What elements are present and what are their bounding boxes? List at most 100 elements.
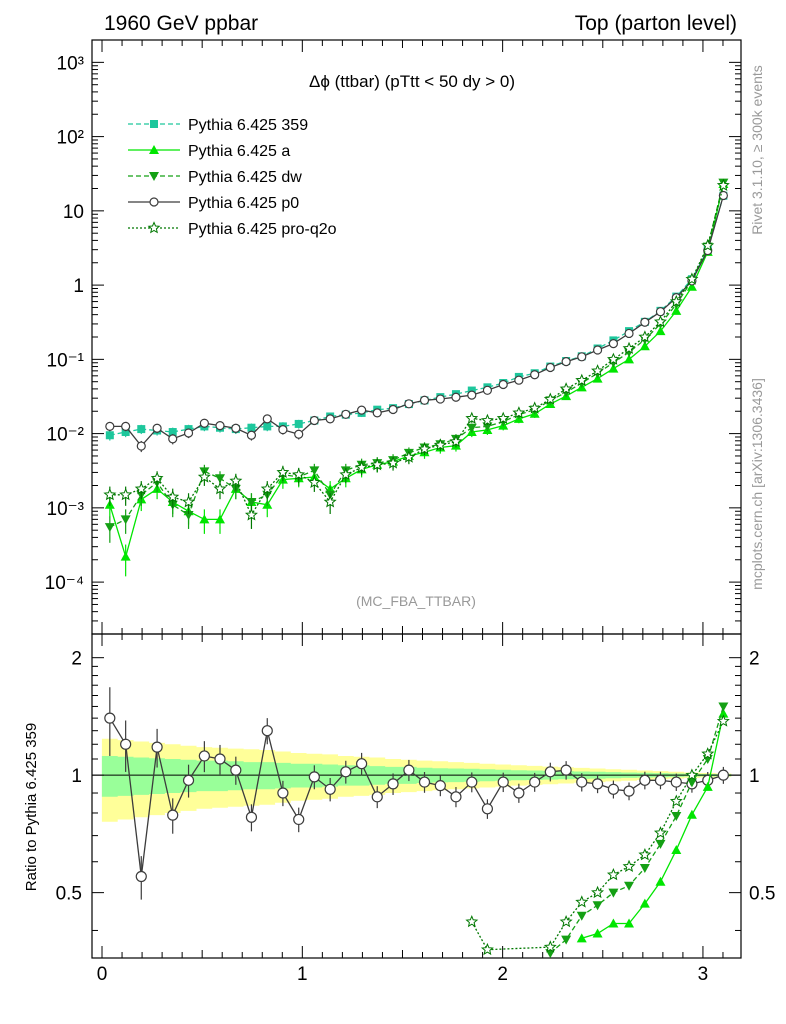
data-point: [309, 415, 319, 426]
data-point: [638, 330, 652, 343]
x-tick-label: 0: [97, 964, 108, 985]
ratio-ylabel: Ratio to Pythia 6.425 359: [23, 723, 40, 891]
data-point: [246, 497, 257, 507]
data-point: [716, 178, 730, 191]
rivet-label: Rivet 3.1.10, ≥ 300k events: [749, 65, 765, 235]
ratio-point: [529, 776, 541, 788]
axes: 10⁻⁴ 10⁻³ 10⁻² 10⁻¹ 1 10 10² 10³ 0 1 2 3 0.5 0.5 1 1 2 2: [45, 39, 775, 985]
ratio-point: [669, 794, 683, 807]
ratio-point: [624, 881, 635, 891]
data-point: [104, 523, 115, 533]
header-right: Top (parton level): [575, 12, 737, 35]
y-tick-label: 10²: [57, 128, 84, 149]
ratio-point: [639, 774, 651, 786]
data-point: [480, 413, 494, 427]
ratio-point: [639, 864, 650, 874]
data-point: [653, 314, 667, 328]
ratio-point: [466, 776, 478, 788]
ratio-point: [198, 750, 210, 762]
legend-label: Pythia 6.425 pro-q2o: [188, 221, 337, 238]
data-point: [545, 362, 555, 373]
data-point: [451, 392, 461, 402]
ratio-point: [670, 776, 682, 788]
ratio-point: [151, 741, 163, 753]
ratio-point: [575, 895, 589, 908]
data-point: [622, 341, 636, 355]
watermark: (MC_FBA_TTBAR): [356, 593, 476, 609]
ratio-point: [465, 914, 479, 928]
ratio-point: [671, 812, 682, 822]
ratio-point: [403, 764, 415, 776]
ratio-panel-frame: [91, 633, 742, 959]
ratio-point: [561, 935, 572, 945]
data-point: [575, 373, 589, 386]
data-point: [121, 428, 130, 437]
data-point: [213, 482, 227, 495]
ratio-point: [623, 785, 635, 797]
ratio-point: [450, 791, 462, 803]
data-point: [402, 450, 416, 463]
ratio-point: [622, 859, 636, 873]
series-line: [109, 183, 725, 560]
data-point: [543, 392, 557, 405]
legend-label: Pythia 6.425 dw: [188, 169, 302, 186]
data-point: [325, 414, 335, 424]
y-tick-label: 1: [73, 276, 84, 297]
ratio-point: [543, 940, 557, 953]
data-point: [339, 467, 353, 481]
ratio-point: [686, 778, 697, 788]
x-tick-label: 1: [297, 964, 308, 985]
ratio-point: [591, 885, 605, 899]
x-tick-label: 2: [497, 964, 508, 985]
ratio-point: [653, 826, 667, 839]
data-point: [624, 328, 634, 339]
series-line: [109, 195, 725, 448]
y-tick-label: 10⁻⁴: [45, 573, 84, 594]
data-point: [105, 421, 115, 432]
ratio-line: [581, 713, 725, 939]
data-point: [134, 482, 148, 495]
data-point: [121, 421, 131, 432]
legend-marker: [147, 221, 161, 234]
legend: Pythia 6.425 359 Pythia 6.425 a Pythia 6.4…: [128, 117, 337, 238]
data-point: [671, 305, 682, 315]
data-point: [341, 409, 351, 419]
legend-marker: [149, 145, 159, 154]
ratio-point: [324, 783, 336, 795]
data-point: [686, 281, 697, 291]
ratio-point: [120, 738, 132, 750]
data-point: [592, 345, 603, 355]
data-point: [292, 467, 306, 481]
data-point: [276, 465, 290, 478]
data-point: [137, 425, 146, 434]
data-point: [197, 470, 211, 483]
ratio-point: [560, 764, 572, 776]
data-point: [433, 438, 447, 451]
data-point: [262, 414, 272, 424]
data-point: [309, 466, 320, 476]
data-point: [530, 370, 540, 380]
chart-title: Δϕ (ttbar) (pTtt < 50 dy > 0): [309, 72, 515, 91]
data-point: [357, 405, 367, 415]
ratio-point: [513, 787, 525, 799]
ratio-point: [167, 809, 179, 821]
ratio-point: [481, 803, 494, 815]
data-point: [247, 423, 256, 432]
data-point: [199, 514, 210, 524]
ratio-point: [371, 791, 383, 803]
ratio-point: [608, 918, 619, 928]
data-point: [624, 354, 635, 364]
legend-marker: [149, 172, 159, 181]
data-point: [608, 339, 619, 349]
ratio-point: [718, 702, 729, 712]
y-tick-label: 10⁻¹: [47, 350, 85, 371]
ratio-point: [685, 768, 699, 781]
data-point: [120, 515, 131, 525]
data-point: [514, 375, 524, 385]
data-point: [150, 471, 164, 484]
data-point: [559, 382, 573, 395]
data-point: [404, 399, 414, 409]
data-point: [655, 307, 666, 317]
ratio-point: [135, 870, 147, 883]
data-point: [418, 442, 431, 455]
